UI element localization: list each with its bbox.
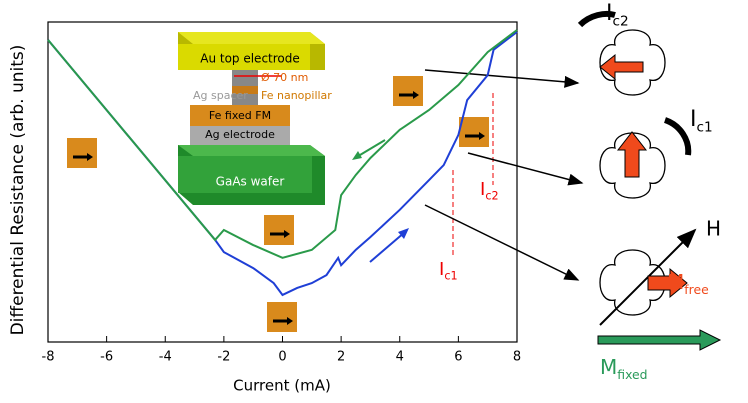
ag-label: Ag electrode [205,128,275,141]
x-tick-label: -4 [159,350,172,365]
device-inset: Au top electrode Ø 70 nm Ag spacer Fe na… [178,32,332,205]
x-tick-label: 2 [337,350,345,365]
label-sub: c2 [613,14,629,30]
x-tick-label: -2 [217,350,230,365]
label-sub: free [684,282,708,297]
ic2-plot-label: Ic2 [480,179,499,202]
label-main: M [600,355,617,379]
ic1-plot-label: Ic1 [439,259,458,282]
label-sub: c1 [444,269,457,282]
label-main: M [667,270,684,294]
ic2-right-label: Ic2 [606,1,629,30]
label-sub: c1 [697,120,713,136]
x-tick-label: 4 [396,350,404,365]
x-tick-label: 8 [513,350,521,365]
label-sub: c2 [485,189,498,202]
x-tick-label: 6 [454,350,462,365]
x-tick-label: -8 [42,350,55,365]
au-label: Au top electrode [200,52,300,66]
gaas-label: GaAs wafer [216,175,285,189]
ic1-right-label: Ic1 [690,107,713,136]
y-axis-label: Differential Resistance (arb. units) [8,45,28,336]
x-axis-label: Current (mA) [233,377,331,395]
x-tick-label: 0 [278,350,286,365]
fixed-label: Fe fixed FM [209,109,271,122]
pointer-arrows [425,70,582,280]
pillar-label: Fe nanopillar [261,89,332,102]
label-sub: fixed [617,367,647,382]
mfree-label: Mfree [667,270,709,297]
x-tick-label: -6 [100,350,113,365]
mfixed-label: Mfixed [600,355,648,382]
h-label: H [706,217,721,241]
diameter-label: Ø 70 nm [261,71,308,84]
spacer-label: Ag spacer [193,89,248,102]
figure: Current (mA) Differential Resistance (ar… [0,0,748,403]
